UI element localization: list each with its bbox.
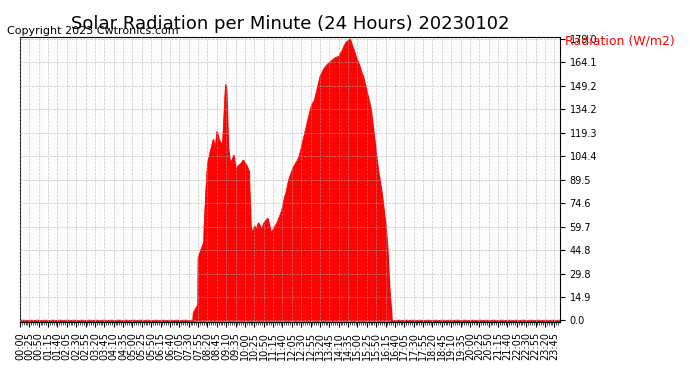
Y-axis label: Radiation (W/m2): Radiation (W/m2) — [565, 34, 675, 48]
Title: Solar Radiation per Minute (24 Hours) 20230102: Solar Radiation per Minute (24 Hours) 20… — [70, 15, 509, 33]
Text: Copyright 2023 Cwtronics.com: Copyright 2023 Cwtronics.com — [7, 26, 179, 36]
